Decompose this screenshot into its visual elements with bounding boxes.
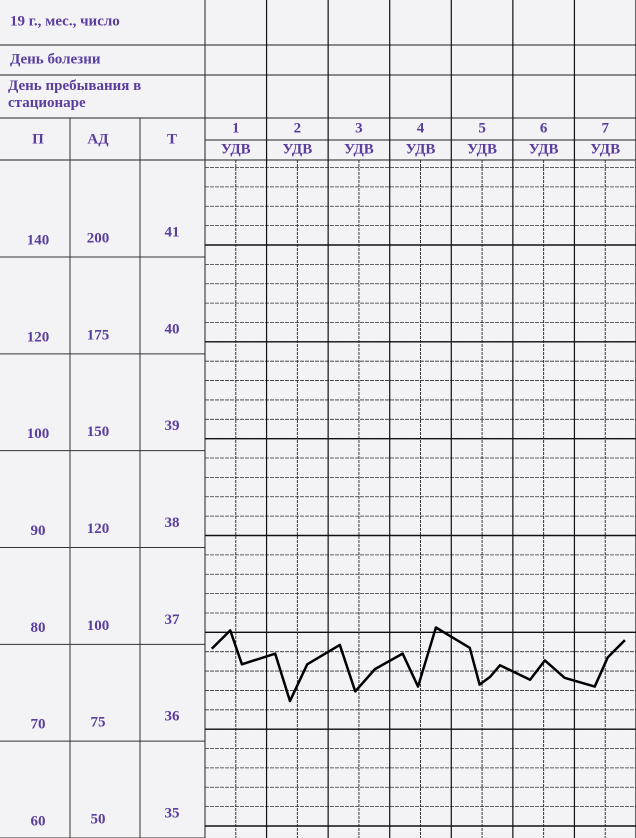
day-sublabel: УДВ — [590, 141, 620, 157]
bp-tick-label: 100 — [87, 618, 110, 634]
day-label: 3 — [355, 120, 363, 136]
bp-tick-label: 75 — [91, 715, 106, 731]
illness-day-label: День болезни — [10, 51, 101, 67]
hospital-day-label: День пребывания в стационаре — [8, 78, 142, 111]
bp-tick-label: 175 — [87, 327, 110, 343]
temperature-tick-label: 41 — [165, 224, 180, 240]
day-sublabel: УДВ — [529, 141, 559, 157]
day-sublabel: УДВ — [221, 141, 251, 157]
day-label: 6 — [540, 120, 548, 136]
pulse-tick-label: 140 — [27, 232, 50, 248]
temperature-tick-label: 36 — [165, 709, 181, 725]
day-label: 4 — [417, 120, 425, 136]
pulse-tick-label: 60 — [31, 813, 46, 829]
bp-tick-label: 150 — [87, 424, 110, 440]
temperature-tick-label: 35 — [165, 805, 180, 821]
temperature-tick-label: 38 — [165, 515, 180, 531]
day-label: 7 — [601, 120, 609, 136]
day-sublabel: УДВ — [344, 141, 374, 157]
scale-header: П — [32, 131, 44, 147]
bp-tick-label: 50 — [91, 811, 106, 827]
day-sublabel: УДВ — [406, 141, 436, 157]
temperature-tick-label: 40 — [165, 321, 180, 337]
scale-header: Т — [167, 131, 177, 147]
pulse-tick-label: 70 — [31, 717, 46, 733]
temperature-tick-label: 37 — [165, 612, 181, 628]
hospital-day-box: День пребывания в стационаре — [8, 78, 142, 111]
day-label: 5 — [478, 120, 486, 136]
pulse-tick-label: 90 — [31, 523, 46, 539]
day-sublabel: УДВ — [467, 141, 497, 157]
temperature-tick-label: 39 — [165, 418, 180, 434]
scale-header: АД — [87, 131, 109, 147]
day-label: 1 — [232, 120, 240, 136]
day-sublabel: УДВ — [282, 141, 312, 157]
pulse-tick-label: 120 — [27, 329, 50, 345]
date-label: 19 г., мес., число — [10, 13, 120, 29]
day-label: 2 — [294, 120, 302, 136]
bp-tick-label: 120 — [87, 521, 110, 537]
temperature-line — [210, 626, 626, 703]
pulse-tick-label: 80 — [31, 620, 46, 636]
bp-tick-label: 200 — [87, 230, 110, 246]
pulse-tick-label: 100 — [27, 426, 50, 442]
